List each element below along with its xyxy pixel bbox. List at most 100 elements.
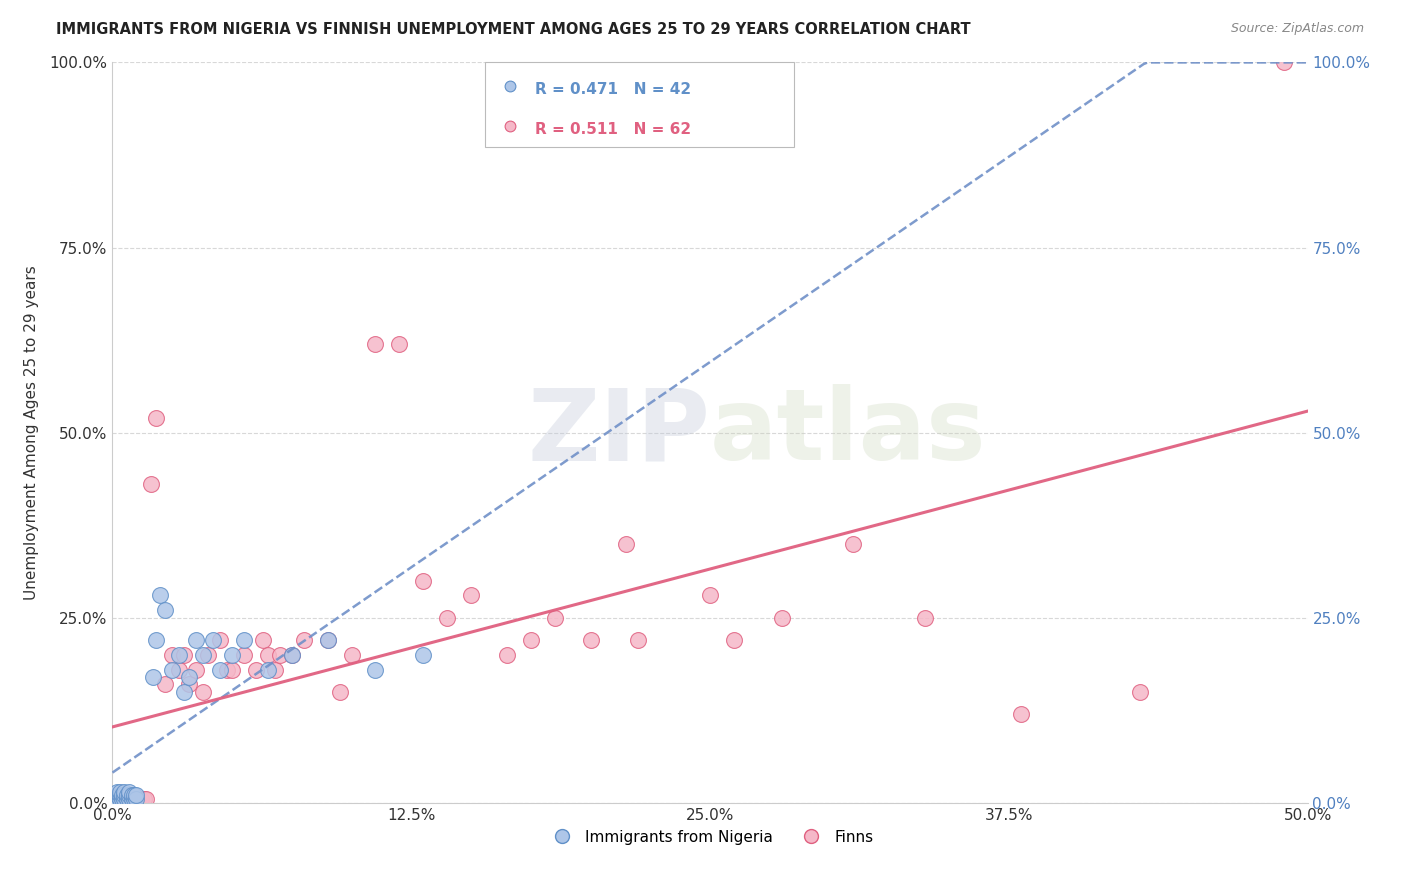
Point xyxy=(121,789,143,803)
Point xyxy=(108,789,131,803)
Point xyxy=(105,792,128,806)
Point xyxy=(264,663,287,677)
Point xyxy=(209,663,232,677)
Point xyxy=(173,648,195,662)
Point xyxy=(132,792,155,806)
Point xyxy=(364,336,387,351)
Point xyxy=(114,792,135,806)
Point xyxy=(221,663,243,677)
Point xyxy=(114,792,135,806)
Point xyxy=(111,792,134,806)
Point xyxy=(122,789,145,803)
Point xyxy=(149,589,172,603)
FancyBboxPatch shape xyxy=(485,62,794,147)
Point xyxy=(193,685,215,699)
Point xyxy=(118,785,141,799)
Point xyxy=(217,663,239,677)
Point xyxy=(186,663,208,677)
Point xyxy=(209,632,232,647)
Point xyxy=(193,648,215,662)
Point xyxy=(108,792,131,806)
Point xyxy=(111,792,134,806)
Point xyxy=(105,792,128,806)
Point xyxy=(412,648,434,662)
Point xyxy=(129,792,152,806)
Point xyxy=(201,632,224,647)
Point xyxy=(245,663,267,677)
Point xyxy=(115,789,138,803)
Y-axis label: Unemployment Among Ages 25 to 29 years: Unemployment Among Ages 25 to 29 years xyxy=(24,265,38,600)
Point xyxy=(145,632,167,647)
Point xyxy=(723,632,745,647)
Point xyxy=(177,670,200,684)
Point xyxy=(122,792,145,806)
Point xyxy=(281,648,304,662)
Point xyxy=(114,789,135,803)
Point xyxy=(162,663,183,677)
Point xyxy=(115,792,138,806)
Point xyxy=(153,603,176,617)
Point xyxy=(292,632,315,647)
Point xyxy=(340,648,363,662)
Point xyxy=(1010,706,1032,721)
Point xyxy=(118,789,141,803)
Point xyxy=(281,648,304,662)
Point xyxy=(153,677,176,691)
Point xyxy=(105,789,128,803)
Point xyxy=(699,589,721,603)
Text: atlas: atlas xyxy=(710,384,987,481)
Point xyxy=(139,477,162,491)
Point xyxy=(269,648,291,662)
Point xyxy=(316,632,339,647)
Point xyxy=(233,632,256,647)
Point xyxy=(1129,685,1152,699)
Point xyxy=(412,574,434,588)
Point xyxy=(114,785,135,799)
Point xyxy=(111,789,134,803)
Point xyxy=(118,792,141,806)
Point xyxy=(616,536,638,550)
Point xyxy=(914,610,936,624)
Point xyxy=(257,663,280,677)
Point xyxy=(460,589,482,603)
Point xyxy=(1272,55,1295,70)
Point xyxy=(169,663,191,677)
Point xyxy=(105,789,128,803)
Point xyxy=(104,792,127,806)
Point xyxy=(316,632,339,647)
Point xyxy=(118,792,141,806)
Point xyxy=(329,685,352,699)
Point xyxy=(121,792,143,806)
Point xyxy=(388,336,411,351)
Point xyxy=(115,792,138,806)
Point xyxy=(252,632,274,647)
Legend: Immigrants from Nigeria, Finns: Immigrants from Nigeria, Finns xyxy=(541,823,879,851)
Point xyxy=(627,632,650,647)
Point xyxy=(842,536,865,550)
Point xyxy=(173,685,195,699)
Point xyxy=(145,410,167,425)
Point xyxy=(221,648,243,662)
Point xyxy=(125,792,148,806)
Point xyxy=(520,632,543,647)
Point xyxy=(121,792,143,806)
Point xyxy=(197,648,219,662)
Text: R = 0.471   N = 42: R = 0.471 N = 42 xyxy=(534,82,690,97)
Point xyxy=(233,648,256,662)
Point xyxy=(162,648,183,662)
Point xyxy=(108,792,131,806)
Point xyxy=(543,610,565,624)
Point xyxy=(104,792,127,806)
Point xyxy=(125,789,148,803)
Point xyxy=(364,663,387,677)
Point xyxy=(257,648,280,662)
Point xyxy=(177,677,200,691)
Point xyxy=(579,632,602,647)
Point xyxy=(125,792,148,806)
Point xyxy=(115,789,138,803)
Point xyxy=(770,610,793,624)
Point xyxy=(118,789,141,803)
Point xyxy=(436,610,458,624)
Point xyxy=(499,119,522,133)
Point xyxy=(108,785,131,799)
